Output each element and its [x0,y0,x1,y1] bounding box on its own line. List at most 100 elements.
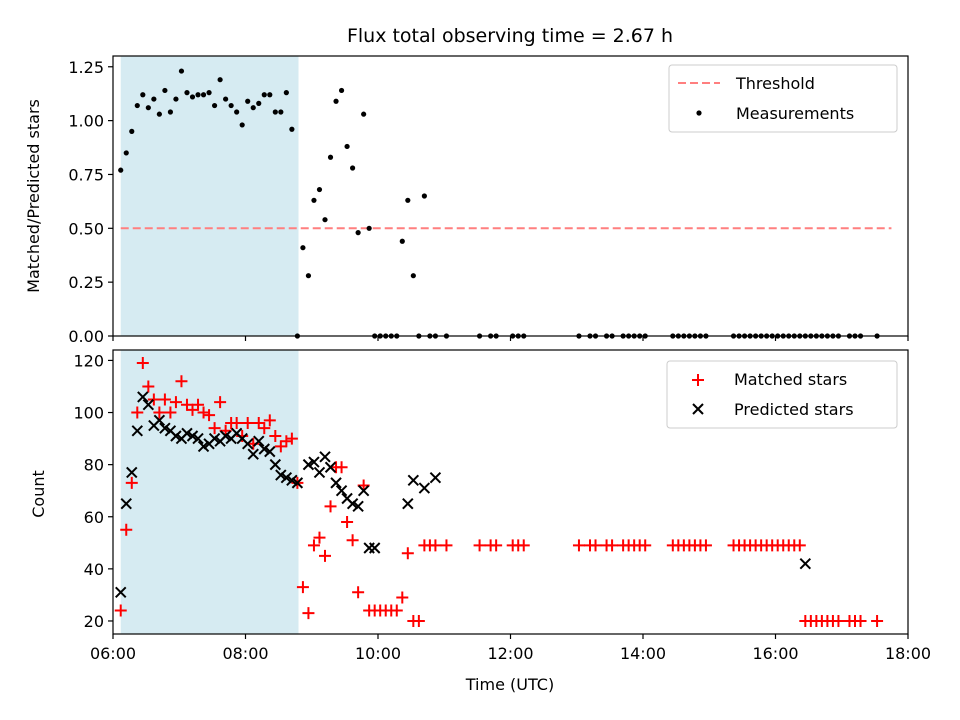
measurement-point [283,90,289,96]
matched-star-point [302,607,315,620]
predicted-star-point [313,466,326,479]
matched-star-point [401,547,414,560]
measurement-point [134,102,140,109]
bottom-panel-marks [114,357,884,627]
top-ytick-label: 0.25 [68,273,104,292]
predicted-star-point [126,466,138,479]
matched-star-point [296,581,309,594]
bottom-panel: 20 40 60 80 100 120 06:00 08:00 10:00 12:00 14:00… [29,349,931,694]
predicted-star-point [242,438,254,450]
measurement-point [156,111,162,117]
legend-measurements-swatch [696,110,702,116]
bottom-ytick-label: 80 [84,456,104,475]
predicted-star-point [429,471,442,484]
predicted-star-point [264,445,276,458]
matched-star-point [341,515,354,528]
xtick-label: 18:00 [885,644,931,663]
top-ytick-label: 1.00 [68,112,104,131]
measurement-point [195,92,201,98]
predicted-star-point [253,435,265,447]
matched-star-point [589,539,602,552]
matched-star-point [324,500,337,513]
measurement-point [189,94,196,100]
bottom-ytick-label: 20 [84,612,104,631]
measurement-point [234,109,240,115]
top-legend-box [668,64,898,133]
predicted-star-point [357,484,370,497]
matched-star-point [832,614,845,627]
legend-threshold-label: Threshold [735,74,815,93]
measurement-point [278,109,284,115]
measurement-point [239,122,245,128]
matched-star-point [639,539,652,552]
matched-star-point [175,375,188,388]
legend-matched-label: Matched stars [734,370,847,389]
predicted-star-point [247,448,259,460]
top-ytick-label: 1.25 [68,58,104,77]
matched-star-point [131,406,144,419]
predicted-star-point [153,414,166,427]
legend-predicted-swatch [692,403,704,415]
measurement-point [421,193,427,199]
predicted-star-point [418,482,431,494]
matched-star-point [197,406,210,419]
bottom-ytick-label: 60 [84,508,104,527]
bottom-panel-x-ticks: 06:00 08:00 10:00 12:00 14:00 16:00 18:00 [90,634,931,663]
xtick-label: 16:00 [752,644,798,663]
top-panel-shade [120,56,299,336]
matched-star-point [269,429,282,442]
matched-star-point [230,416,243,429]
matched-star-point [158,393,171,406]
measurement-point [162,87,168,94]
legend-measurements-label: Measurements [736,104,854,123]
matched-star-point [125,476,138,489]
matched-star-point [606,539,619,552]
predicted-star-point [346,498,359,510]
predicted-star-point [368,542,381,554]
bottom-panel-shade [120,350,299,634]
matched-star-point [120,523,133,536]
predicted-star-point [280,471,293,484]
matched-star-point [307,539,320,552]
measurement-point [217,77,223,83]
predicted-star-point [186,430,199,442]
xtick-label: 10:00 [355,644,401,663]
measurement-point [305,273,312,279]
bottom-ytick-label: 40 [84,560,104,579]
top-ytick-label: 0.75 [68,165,104,184]
matched-star-point [252,416,265,429]
bottom-panel-ylabel: Count [29,470,48,518]
predicted-star-point [302,458,315,471]
measurement-point [173,96,179,102]
predicted-star-point [170,430,182,442]
measurement-point [327,154,334,160]
matched-star-point [114,604,127,617]
matched-star-point [214,396,227,409]
matched-star-point [203,409,216,422]
matched-star-point [241,416,254,429]
matched-star-point [871,614,884,627]
predicted-star-point [799,557,812,570]
predicted-star-point [269,458,282,471]
top-panel-x-ticks [112,336,909,341]
matched-star-point [147,393,160,406]
predicted-star-point [131,425,143,437]
xtick-label: 14:00 [620,644,666,663]
predicted-star-point [115,586,127,599]
predicted-star-point [192,432,204,445]
top-ytick-label: 0.00 [68,327,104,346]
measurement-point [316,186,323,193]
measurement-point [178,68,185,74]
predicted-star-point [352,500,364,513]
top-legend: Threshold Measurements [668,64,898,133]
legend-matched-swatch [692,374,704,386]
matched-star-point [490,539,503,552]
predicted-star-point [324,461,337,473]
measurement-point [311,197,317,203]
measurement-point [399,238,405,244]
measurement-point [300,245,306,251]
matched-star-point [313,531,326,544]
bottom-legend: Matched stars Predicted stars [666,360,898,429]
predicted-star-point [335,484,348,497]
